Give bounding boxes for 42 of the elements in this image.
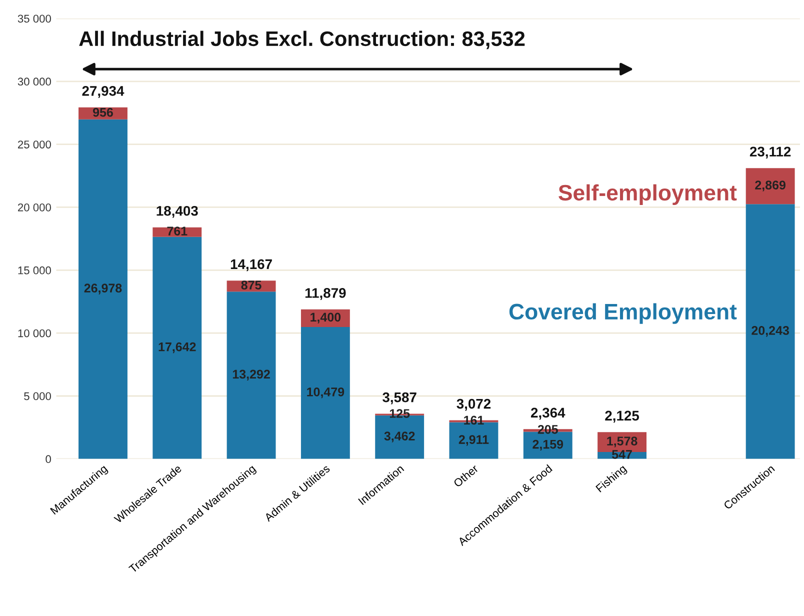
total-label: 23,112: [750, 146, 791, 159]
data-label: 13,292: [232, 370, 270, 380]
data-label: 20,243: [752, 326, 789, 337]
y-tick-label: 0: [46, 455, 51, 464]
total-label: 3,072: [456, 398, 491, 411]
data-label: 2,869: [755, 180, 786, 192]
total-label: 18,403: [156, 206, 198, 218]
total-label: 2,125: [605, 410, 640, 423]
data-label: 161: [464, 416, 484, 425]
y-tick-label: 5 000: [24, 392, 51, 400]
total-label: 27,934: [82, 86, 124, 98]
data-label: 10,479: [307, 387, 344, 398]
annotation: All Industrial Jobs Excl. Construction: 83,532: [79, 30, 525, 50]
data-label: 761: [167, 226, 188, 236]
total-label: 3,587: [382, 392, 416, 404]
data-label: 2,159: [532, 440, 564, 451]
y-tick-label: 10 000: [18, 329, 51, 338]
series-label: Covered Employment: [509, 303, 737, 324]
bar: [746, 168, 795, 204]
data-label: 875: [241, 280, 262, 290]
bar: [300, 327, 350, 459]
bar: [78, 119, 128, 459]
y-tick-label: 35 000: [18, 14, 51, 23]
total-label: 14,167: [230, 259, 272, 272]
y-tick-label: 25 000: [18, 140, 51, 148]
data-label: 26,978: [84, 284, 122, 294]
y-tick-label: 20 000: [18, 204, 51, 212]
bar: [152, 236, 202, 459]
bar: [746, 204, 795, 459]
total-label: 2,364: [530, 408, 566, 420]
data-label: 547: [612, 450, 632, 459]
data-label: 3,462: [384, 432, 415, 442]
data-label: 1,578: [607, 436, 638, 448]
y-tick-label: 15 000: [18, 266, 51, 274]
y-tick-label: 30 000: [18, 78, 51, 86]
total-label: 11,879: [305, 288, 346, 300]
data-label: 17,642: [158, 342, 196, 354]
data-label: 2,911: [458, 435, 489, 446]
data-label: 1,400: [310, 312, 341, 324]
series-label: Self-employment: [558, 184, 737, 206]
data-label: 956: [93, 108, 113, 117]
bar: [226, 292, 276, 459]
